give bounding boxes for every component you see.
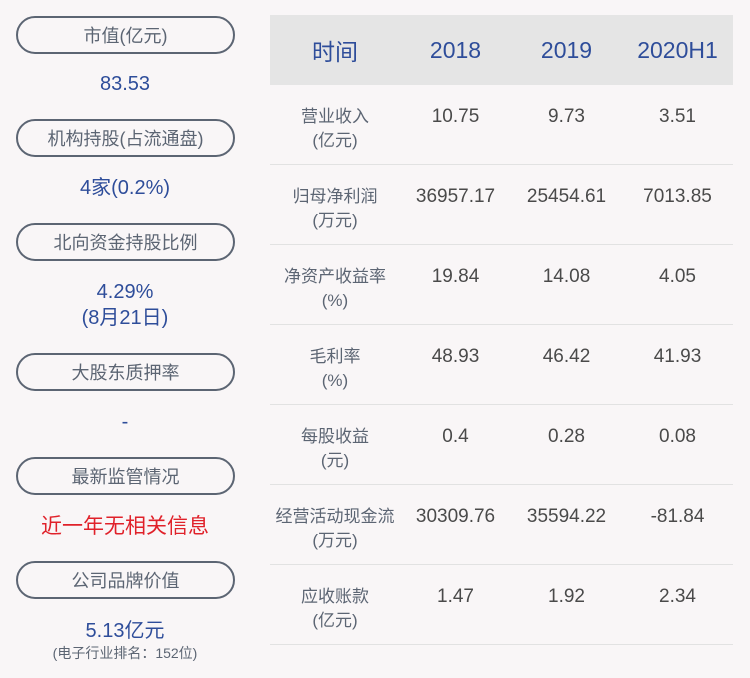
institution-holding-value: 4家(0.2%): [79, 177, 171, 199]
table-row: 归母净利润 (万元) 36957.17 25454.61 7013.85: [270, 165, 733, 245]
cell: 4.05: [659, 266, 696, 287]
northbound-ratio-label: 北向资金持股比例: [16, 223, 235, 261]
header-2019: 2019: [540, 36, 593, 63]
cell: 41.93: [653, 346, 702, 367]
regulation-value: 近一年无相关信息: [41, 515, 209, 538]
table-row: 营业收入 (亿元) 10.75 9.73 3.51: [270, 85, 733, 165]
northbound-ratio-date: (8月21日): [81, 307, 169, 329]
row-label: 净资产收益率 (%): [284, 267, 386, 310]
cell: 36957.17: [415, 186, 496, 207]
cell: 1.92: [548, 586, 585, 607]
cell: 7013.85: [643, 186, 712, 207]
table-row: 应收账款 (亿元) 1.47 1.92 2.34: [270, 565, 733, 645]
pledge-ratio-label: 大股东质押率: [16, 353, 235, 391]
row-label: 应收账款 (亿元): [301, 587, 369, 630]
brand-value-rank-note: (电子行业排名：152位): [52, 645, 198, 661]
market-cap-value: 83.53: [99, 73, 151, 95]
financial-table: 时间 2018 2019 2020H1 营业收入 (亿元) 10.75 9.73 …: [270, 15, 733, 645]
cell: 10.75: [431, 106, 480, 127]
row-label: 经营活动现金流 (万元): [275, 507, 395, 550]
row-label: 毛利率 (%): [309, 347, 361, 390]
cell: 25454.61: [526, 186, 607, 207]
row-label: 归母净利润 (万元): [292, 187, 378, 230]
cell: -81.84: [650, 506, 705, 527]
cell: 30309.76: [415, 506, 496, 527]
northbound-ratio-value: 4.29%: [96, 281, 154, 303]
table-row: 毛利率 (%) 48.93 46.42 41.93: [270, 325, 733, 405]
header-time: 时间: [312, 39, 358, 65]
header-2020h1: 2020H1: [637, 36, 718, 63]
cell: 48.93: [431, 346, 480, 367]
cell: 46.42: [542, 346, 591, 367]
row-label: 每股收益 (元): [301, 427, 369, 470]
cell: 1.47: [437, 586, 474, 607]
brand-value-label: 公司品牌价值: [16, 561, 235, 599]
row-label: 营业收入 (亿元): [301, 107, 369, 150]
cell: 0.28: [548, 426, 585, 447]
table-row: 经营活动现金流 (万元) 30309.76 35594.22 -81.84: [270, 485, 733, 565]
table-header: 时间 2018 2019 2020H1: [270, 15, 733, 85]
cell: 3.51: [659, 106, 696, 127]
pledge-ratio-value: -: [121, 411, 129, 433]
table-row: 净资产收益率 (%) 19.84 14.08 4.05: [270, 245, 733, 325]
institution-holding-label: 机构持股(占流通盘): [16, 119, 235, 157]
cell: 19.84: [431, 266, 480, 287]
cell: 35594.22: [526, 506, 607, 527]
cell: 9.73: [548, 106, 585, 127]
cell: 14.08: [542, 266, 591, 287]
header-2018: 2018: [429, 36, 482, 63]
market-cap-label: 市值(亿元): [16, 16, 235, 54]
brand-value-value: 5.13亿元: [85, 620, 165, 642]
cell: 0.4: [442, 426, 469, 447]
cell: 2.34: [659, 586, 696, 607]
regulation-label: 最新监管情况: [16, 457, 235, 495]
cell: 0.08: [659, 426, 696, 447]
table-row: 每股收益 (元) 0.4 0.28 0.08: [270, 405, 733, 485]
